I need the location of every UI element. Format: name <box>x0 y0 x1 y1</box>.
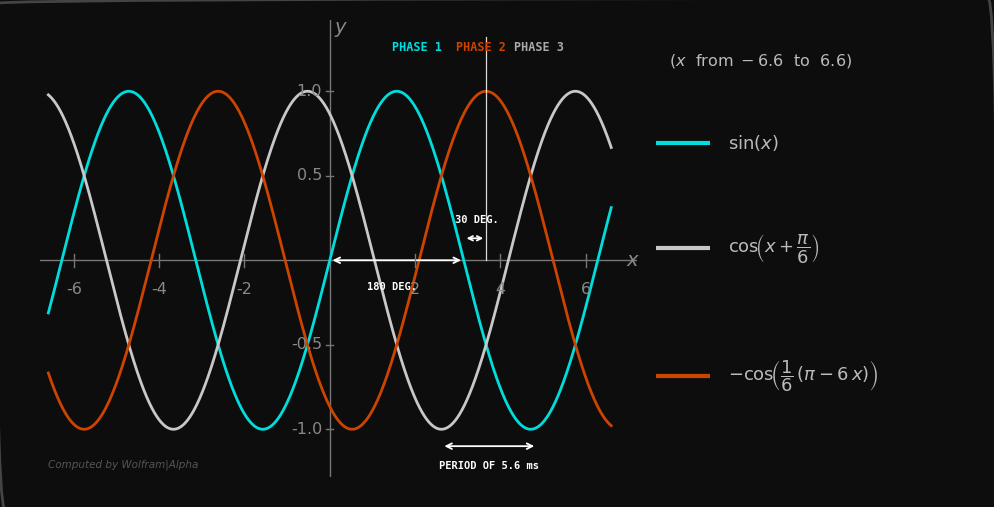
Text: PERIOD OF 5.6 ms: PERIOD OF 5.6 ms <box>439 461 539 472</box>
Text: 0.5: 0.5 <box>296 168 322 183</box>
Text: Computed by Wolfram|Alpha: Computed by Wolfram|Alpha <box>49 459 199 470</box>
Text: PHASE 2: PHASE 2 <box>456 41 506 54</box>
Text: -2: -2 <box>237 282 252 297</box>
Text: 1.0: 1.0 <box>296 84 322 99</box>
Text: $\mathrm{sin}(x)$: $\mathrm{sin}(x)$ <box>727 133 777 154</box>
Text: $-\mathrm{cos}\!\left(\dfrac{1}{6}\,(\pi-6\,x)\right)$: $-\mathrm{cos}\!\left(\dfrac{1}{6}\,(\pi… <box>727 358 878 394</box>
Text: PHASE 1: PHASE 1 <box>392 41 441 54</box>
Text: PHASE 3: PHASE 3 <box>513 41 563 54</box>
Text: -1.0: -1.0 <box>290 422 322 437</box>
Text: $(x\ \ \mathrm{from}\ -6.6\ \ \mathrm{to}\ \ 6.6)$: $(x\ \ \mathrm{from}\ -6.6\ \ \mathrm{to… <box>669 52 852 70</box>
Text: 4: 4 <box>495 282 505 297</box>
Text: 30 DEG.: 30 DEG. <box>454 215 498 225</box>
Text: -4: -4 <box>151 282 167 297</box>
Text: x: x <box>625 251 637 270</box>
Text: -0.5: -0.5 <box>290 337 322 352</box>
Text: y: y <box>335 18 346 37</box>
Text: 180 DEG.: 180 DEG. <box>367 282 417 292</box>
Text: $\mathrm{cos}\!\left(x+\dfrac{\pi}{6}\right)$: $\mathrm{cos}\!\left(x+\dfrac{\pi}{6}\ri… <box>727 232 818 265</box>
Text: 6: 6 <box>580 282 590 297</box>
Text: -6: -6 <box>66 282 82 297</box>
Text: 2: 2 <box>410 282 419 297</box>
